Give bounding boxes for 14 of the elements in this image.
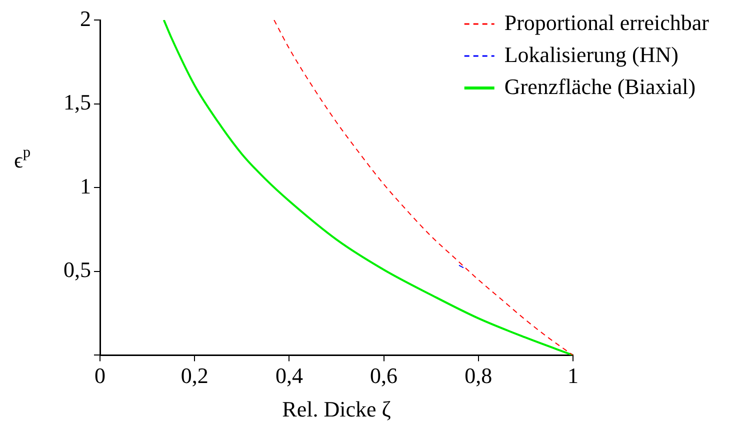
x-tick-label: 0: [94, 363, 106, 388]
y-tick-label: 1,5: [64, 90, 91, 115]
x-tick-label: 0,6: [370, 363, 398, 388]
x-tick-label: 0,2: [180, 363, 208, 388]
x-axis-title: Rel. Dicke ζ: [282, 396, 391, 422]
legend-label: Proportional erreichbar: [504, 10, 710, 35]
y-tick-label: 0,5: [64, 257, 91, 282]
legend-label: Grenzfläche (Biaxial): [504, 74, 696, 99]
x-tick-label: 1: [568, 363, 578, 388]
y-tick-label: 1: [80, 173, 91, 198]
x-tick-label: 0,4: [275, 363, 303, 388]
x-tick-label: 0,8: [464, 363, 492, 388]
legend-label: Lokalisierung (HN): [504, 42, 678, 67]
y-tick-label: 2: [80, 6, 91, 31]
